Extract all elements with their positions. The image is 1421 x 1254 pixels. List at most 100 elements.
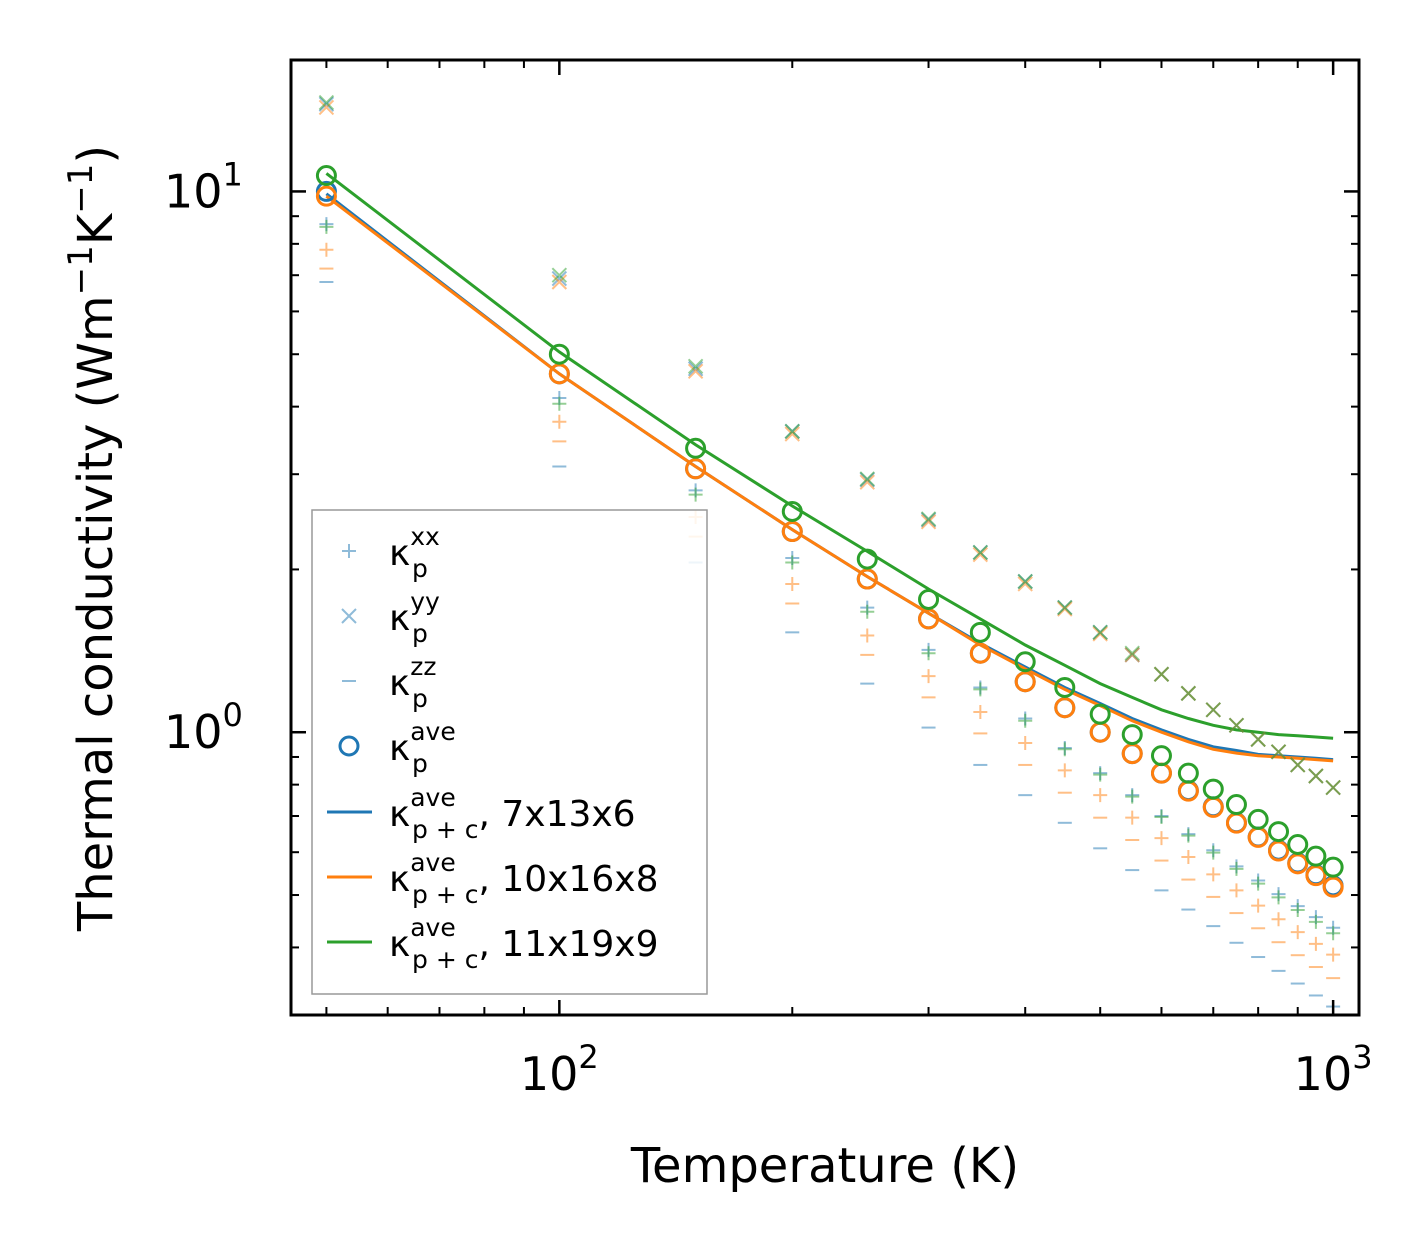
y-tick-label-base: 10 [164,164,223,218]
kxx-point [319,219,334,234]
kxx-point [1251,876,1266,891]
kave-point [548,343,570,365]
kyy-point [318,99,335,116]
x-tick-label-base: 10 [1294,1047,1353,1101]
kyy-point [1017,576,1033,592]
kyy-point [1325,779,1341,796]
kxx-point [1206,867,1221,882]
kyy-point [859,471,875,487]
kxx-point [1057,742,1072,757]
kxx-point [1251,898,1266,913]
legend-label-sub: p + c [412,945,478,974]
kxx-point [1308,914,1323,929]
legend-label-base: κ [389,533,410,574]
y-tick-label: 100 [164,696,243,759]
legend-label: κave p + c, 7x13x6 [389,783,636,844]
kyy-point [551,270,568,287]
legend-label-sup: ave [410,783,456,812]
kave-point [1202,778,1224,800]
kyy-point [1017,573,1033,590]
y-axis-label-mid: K [68,212,124,245]
kyy-point [920,511,937,527]
y-axis-label: Thermal conductivity (Wm−1K−1) [61,145,124,932]
kave-point [856,568,878,590]
legend-label-suffix: , 7x13x6 [478,794,635,835]
kyy-point [551,267,568,283]
legend-label-sup: ave [410,848,456,877]
legend-label-suffix: , 11x19x9 [478,924,658,965]
kave-point [1287,834,1309,856]
kave-point [1054,676,1076,698]
kave-point [1225,812,1247,834]
kyy-point [920,514,937,530]
kyy-point [551,274,568,290]
kxx-point [1290,903,1305,918]
y-axis-label-sup1: −1 [61,245,101,295]
x-tick-label: 102 [520,1038,599,1101]
kave-point [781,500,803,522]
kxx-point [973,704,988,719]
legend-label: κxx p [389,522,440,583]
legend-label-sub: p + c [412,815,478,844]
x-tick-label-exp: 2 [578,1038,598,1076]
kave-point [1121,724,1143,746]
kxx-point [1271,912,1286,927]
kxx-point [1326,926,1341,941]
kyy-point [1228,717,1245,733]
legend-label-sup: ave [410,913,456,942]
plot-frame [289,58,1361,1017]
legend-label-sup: ave [410,717,456,746]
y-tick-label: 101 [164,155,243,218]
kave-point [1177,762,1199,784]
kxx-point [1181,828,1196,843]
kxx-point [1326,947,1341,962]
pc-line-3 [325,172,1334,740]
kxx-point [921,669,936,684]
legend-label-base: κ [389,859,410,900]
kave-point [1014,671,1036,693]
kave-point [918,588,940,610]
kave-point [1121,743,1143,765]
kyy-point [972,544,989,561]
legend-label: κzz p [389,652,436,713]
x-axis-label: Temperature (K) [630,1138,1019,1194]
kave-point [1054,697,1076,719]
legend-label-sub: p [412,684,428,713]
kxx-point [973,682,988,697]
legend-label-sup: xx [410,522,440,551]
kxx-point [1229,883,1244,898]
legend-marker-x [341,608,357,624]
kave-point [1305,845,1327,867]
y-axis-label-base: Thermal conductivity (Wm [68,295,124,932]
kave-point [1225,794,1247,816]
y-tick-label-base: 10 [164,705,223,759]
kxx-point [1154,831,1169,846]
legend-box [311,509,708,995]
kave-point [1247,826,1269,848]
x-tick-label-exp: 3 [1352,1038,1372,1076]
legend-label-sub: p + c [412,880,478,909]
kyy-point [1270,744,1287,760]
kave-point [969,642,991,664]
legend-label-sub: p [412,749,428,778]
kxx-point [552,414,567,429]
legend-label-base: κ [389,728,410,769]
kyy-point [784,423,800,440]
kyy-point [1124,645,1140,661]
kxx-point [319,242,334,257]
legend-label: κyy p [389,587,440,648]
kxx-point [785,576,800,591]
legend-label: κave p + c, 10x16x8 [389,848,659,909]
legend-label: κave p + c, 11x19x9 [389,913,659,974]
kave-point [1305,865,1327,887]
kave-point [969,621,991,643]
kxx-point [1181,849,1196,864]
legend-label-sub: p [412,554,428,583]
kave-point [1322,876,1344,898]
kyy-point [318,96,335,112]
kxx-point [785,555,800,570]
legend-label-base: κ [389,794,410,835]
y-tick-label-exp: 1 [223,155,243,193]
y-axis-label-end: ) [68,145,124,164]
